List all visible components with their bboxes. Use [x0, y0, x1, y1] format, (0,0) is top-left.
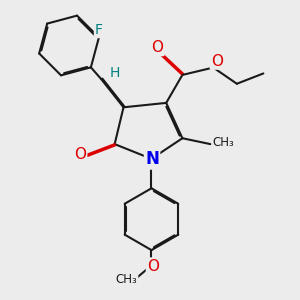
Text: H: H: [110, 66, 120, 80]
Text: N: N: [145, 150, 159, 168]
Text: O: O: [74, 147, 86, 162]
Text: CH₃: CH₃: [116, 273, 137, 286]
Text: F: F: [95, 23, 103, 37]
Text: O: O: [211, 54, 223, 69]
Text: O: O: [152, 40, 164, 55]
Text: O: O: [147, 259, 159, 274]
Text: CH₃: CH₃: [213, 136, 235, 149]
